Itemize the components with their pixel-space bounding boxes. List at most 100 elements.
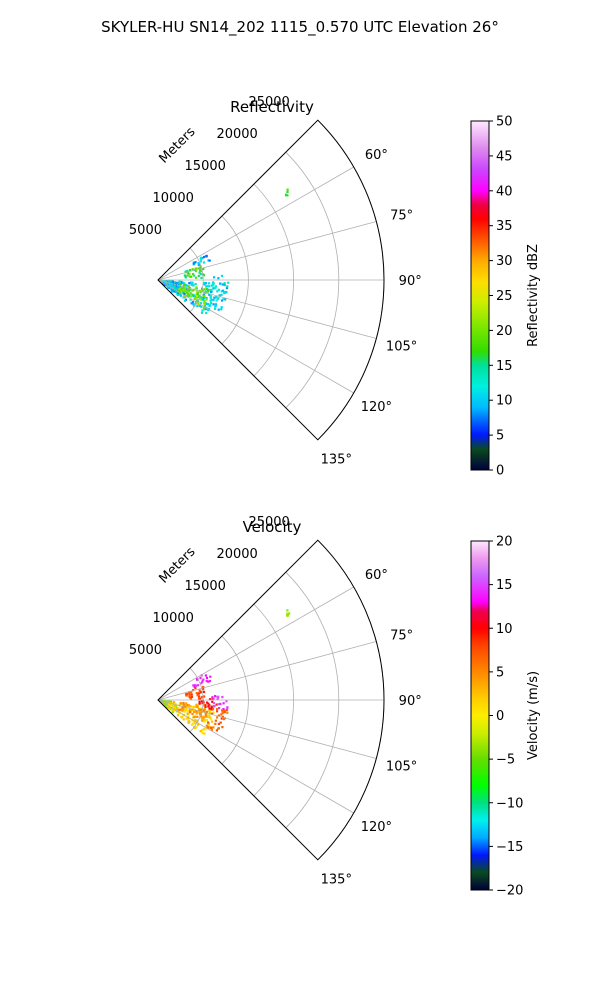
theta-gridline [157,699,354,814]
echo-gate-2 [189,710,192,714]
echo-gate-4 [208,259,211,262]
echo-gate-1 [184,709,188,712]
echo-gate-5 [216,708,219,711]
echo-gate-1 [193,705,196,708]
echo-gate-1 [204,296,207,299]
echo-gate-2 [202,717,205,720]
echo-gate-5 [214,719,217,722]
echo-gate-2 [196,715,199,718]
echo-gate-2 [203,288,206,291]
echo-gate-5 [184,276,187,279]
echo-gate-1 [201,715,204,718]
echo-gate-2 [180,291,183,294]
echo-gate-1 [209,716,212,719]
echo-gate-1 [208,282,211,285]
echo-gate-0 [175,283,178,286]
theta-tick-label: 105° [386,759,417,774]
echo-gate-5 [216,710,219,713]
echo-gate-2 [182,288,185,291]
echo-gate-6 [209,675,212,678]
colorbar-tick-label: 20 [496,535,513,550]
echo-gate-3 [208,704,211,707]
echo-gate-5 [183,274,186,277]
echo-gate-1 [205,297,208,300]
echo-gate-2 [193,296,196,299]
echo-gate-5 [216,716,219,719]
echo-gate-1 [199,295,202,298]
echo-gate-5 [191,268,194,271]
echo-gate-1 [184,284,187,287]
echo-gate-4 [199,258,202,261]
echo-gate-2 [201,289,204,293]
echo-gate-4 [199,260,203,263]
echo-gate-1 [172,703,175,706]
echo-gate-1 [176,714,180,717]
echo-gate-1 [174,287,177,290]
theta-tick-label: 60° [365,148,388,163]
theta-tick-label: 135° [321,452,352,467]
echo-gate-7 [190,695,193,698]
echo-gate-2 [187,285,190,288]
echo-gate-2 [195,286,198,289]
echo-gate-7 [190,691,193,694]
echo-gate-7 [186,692,189,695]
echo-gate-2 [202,306,205,309]
echo-gate-1 [210,284,213,287]
echo-gate-2 [182,703,185,706]
echo-gate-1 [185,288,188,291]
echo-gate-1 [183,282,186,285]
echo-gate-0 [165,706,169,709]
echo-gate-1 [167,703,170,706]
echo-gate-3 [216,290,219,293]
echo-gate-2 [197,296,200,299]
echo-gate-1 [182,281,185,284]
echo-gate-1 [173,704,176,707]
echo-gate-1 [177,286,180,289]
echo-gate-2 [183,283,186,286]
echo-gate-2 [204,713,207,716]
echo-gate-1 [208,714,211,717]
echo-gate-2 [199,708,202,711]
theta-gridline [157,279,377,339]
echo-gate-7 [188,693,191,696]
colorbar-tick-label: 25 [496,289,513,304]
echo-gate-5 [197,274,200,277]
echo-gate-2 [179,702,182,705]
echo-gate-5 [191,273,195,276]
echo-gate-1 [211,720,214,723]
echo-gate-5 [193,274,196,277]
echo-gate-2 [193,715,196,718]
echo-gate-2 [203,294,206,298]
echo-gate-4 [212,702,216,705]
echo-gate-5 [210,728,213,731]
echo-gate-4 [205,254,208,257]
echo-gate-2 [179,283,182,286]
echo-gate-0 [170,290,173,293]
echo-gate-1 [187,721,190,724]
echo-gate-6 [284,193,288,196]
echo-gate-4 [212,705,215,708]
echo-gate-1 [208,711,211,714]
echo-gate-3 [227,281,230,284]
echo-gate-6 [200,682,203,685]
echo-gate-1 [168,283,171,286]
echo-gate-5 [207,721,210,724]
echo-gate-2 [205,714,208,718]
echo-gate-1 [183,299,186,302]
echo-gate-3 [222,298,225,301]
echo-gate-3 [220,293,223,296]
echo-gate-2 [184,704,187,707]
echo-gate-5 [222,711,225,714]
echo-gate-1 [205,311,208,315]
echo-gate-1 [190,723,194,726]
echo-gate-3 [214,307,217,310]
echo-gate-1 [205,285,208,288]
echo-gate-3 [223,284,226,287]
echo-gate-2 [190,288,193,292]
echo-gate-0 [164,280,167,283]
echo-gate-7 [190,693,193,696]
echo-gate-2 [203,300,206,303]
echo-gate-2 [187,290,190,293]
echo-gate-1 [209,296,212,299]
echo-gate-6 [196,677,199,680]
